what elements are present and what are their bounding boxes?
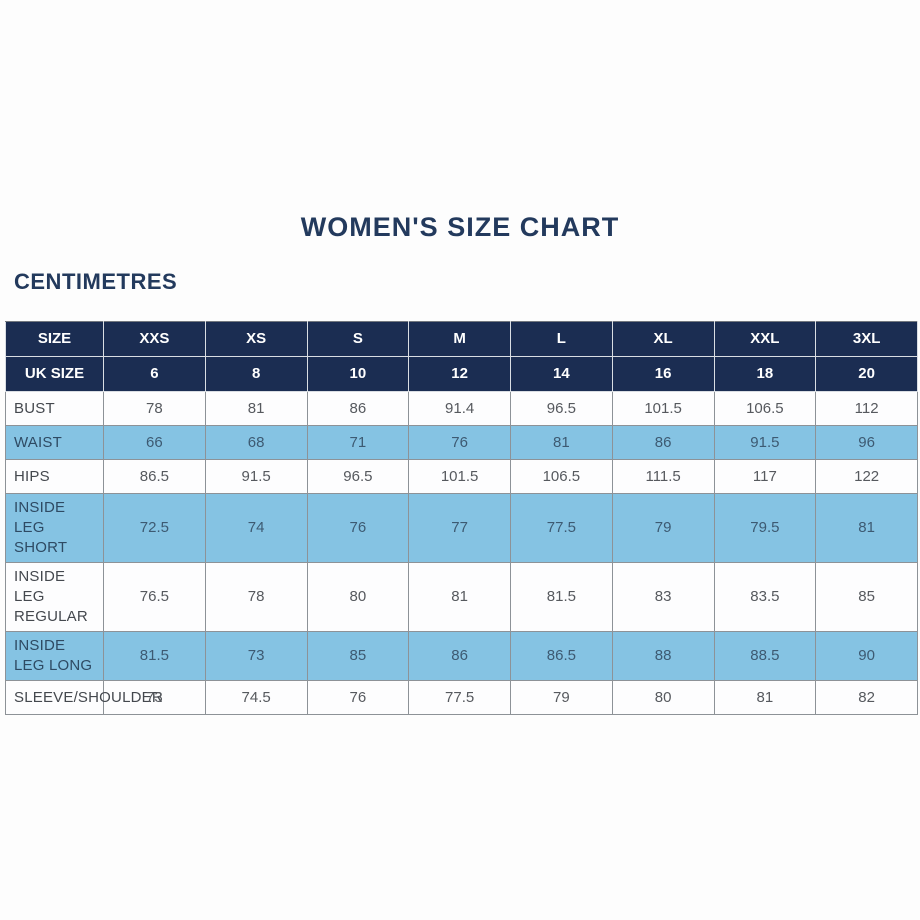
measurement-value-cell: 81 (713, 680, 817, 715)
table-row: WAIST 66 68 71 76 81 86 91.5 96 (5, 425, 918, 460)
header-row: SIZE XXS XS S M L XL XXL 3XL (5, 321, 918, 357)
measurement-value-cell: 106.5 (510, 459, 613, 494)
measurement-value-cell: 73 (103, 680, 206, 715)
measurement-value-cell: 83 (611, 562, 715, 632)
measurement-value-cell: 79.5 (713, 493, 817, 563)
measurement-value-cell: 72.5 (103, 493, 206, 563)
measurement-value-cell: 81 (815, 493, 918, 563)
measurement-value-cell: 81.5 (510, 562, 613, 632)
measurement-value-cell: 86.5 (510, 631, 613, 681)
measurement-value-cell: 88.5 (713, 631, 817, 681)
measurement-value-cell: 122 (815, 459, 918, 494)
measurement-value-cell: 112 (815, 391, 918, 426)
measurement-value-cell: 86 (306, 391, 410, 426)
measurement-value-cell: 81.5 (103, 631, 206, 681)
table-row: HIPS 86.5 91.5 96.5 101.5 106.5 111.5 117 122 (5, 459, 918, 494)
table-row: INSIDE LEG REGULAR 76.5 78 80 81 81.5 83 83.5 85 (5, 562, 918, 632)
measurement-value-cell: 96.5 (510, 391, 613, 426)
header-value-cell: XS (204, 321, 308, 357)
header-value-cell: 14 (510, 356, 613, 392)
measurement-value-cell: 68 (204, 425, 308, 460)
measurement-value-cell: 96 (815, 425, 918, 460)
measurement-value-cell: 74.5 (204, 680, 308, 715)
measurement-value-cell: 79 (611, 493, 715, 563)
measurement-value-cell: 80 (306, 562, 410, 632)
table-row: BUST 78 81 86 91.4 96.5 101.5 106.5 112 (5, 391, 918, 426)
measurement-value-cell: 90 (815, 631, 918, 681)
measurement-value-cell: 91.5 (713, 425, 817, 460)
measurement-label-cell: SLEEVE/SHOULDER (5, 680, 163, 715)
measurement-value-cell: 101.5 (611, 391, 715, 426)
size-chart-table-container: SIZE XXS XS S M L XL XXL 3XL UK SIZE 6 8 10 12 14 16 18 2… (5, 321, 918, 715)
units-label: CENTIMETRES (14, 269, 178, 294)
header-value-cell: 8 (204, 356, 308, 392)
table-body: BUST 78 81 86 91.4 96.5 101.5 106.5 112 WAIST 66 68… (5, 391, 918, 715)
header-value-cell: 18 (713, 356, 817, 392)
header-value-cell: XXL (713, 321, 817, 357)
measurement-label-cell: INSIDE LEG REGULAR (5, 562, 104, 632)
measurement-value-cell: 78 (103, 391, 206, 426)
measurement-value-cell: 77.5 (510, 493, 613, 563)
measurement-value-cell: 76 (306, 680, 410, 715)
header-value-cell: 12 (408, 356, 511, 392)
measurement-value-cell: 76 (306, 493, 410, 563)
header-value-cell: M (408, 321, 511, 357)
measurement-value-cell: 71 (306, 425, 410, 460)
header-value-cell: 20 (815, 356, 918, 392)
measurement-value-cell: 80 (611, 680, 715, 715)
header-value-cell: XL (611, 321, 715, 357)
measurement-label-cell: INSIDE LEG LONG (5, 631, 104, 681)
measurement-value-cell: 77.5 (408, 680, 511, 715)
measurement-value-cell: 76 (408, 425, 511, 460)
header-value-cell: XXS (103, 321, 206, 357)
measurement-value-cell: 77 (408, 493, 511, 563)
header-value-cell: 6 (103, 356, 206, 392)
measurement-value-cell: 85 (306, 631, 410, 681)
measurement-value-cell: 81 (510, 425, 613, 460)
measurement-value-cell: 86 (611, 425, 715, 460)
measurement-label-cell: BUST (5, 391, 104, 426)
measurement-value-cell: 86.5 (103, 459, 206, 494)
header-value-cell: 10 (306, 356, 410, 392)
measurement-value-cell: 81 (408, 562, 511, 632)
measurement-value-cell: 85 (815, 562, 918, 632)
measurement-value-cell: 106.5 (713, 391, 817, 426)
header-label-cell: UK SIZE (5, 356, 104, 392)
measurement-value-cell: 78 (204, 562, 308, 632)
measurement-value-cell: 88 (611, 631, 715, 681)
measurement-label-cell: HIPS (5, 459, 104, 494)
measurement-label-cell: INSIDE LEG SHORT (5, 493, 104, 563)
measurement-value-cell: 101.5 (408, 459, 511, 494)
measurement-value-cell: 74 (204, 493, 308, 563)
header-label-cell: SIZE (5, 321, 104, 357)
table-row: INSIDE LEG LONG 81.5 73 85 86 86.5 88 88.5 90 (5, 631, 918, 681)
measurement-value-cell: 91.4 (408, 391, 511, 426)
header-row: UK SIZE 6 8 10 12 14 16 18 20 (5, 356, 918, 392)
size-chart-table: SIZE XXS XS S M L XL XXL 3XL UK SIZE 6 8 10 12 14 16 18 2… (5, 321, 918, 715)
measurement-value-cell: 79 (510, 680, 613, 715)
header-value-cell: L (510, 321, 613, 357)
table-row: SLEEVE/SHOULDER 73 74.5 76 77.5 79 80 81 82 (5, 680, 918, 715)
measurement-value-cell: 117 (713, 459, 817, 494)
header-value-cell: S (306, 321, 410, 357)
header-value-cell: 16 (611, 356, 715, 392)
measurement-label-cell: WAIST (5, 425, 104, 460)
table-row: INSIDE LEG SHORT 72.5 74 76 77 77.5 79 79.5 81 (5, 493, 918, 563)
header-value-cell: 3XL (815, 321, 918, 357)
measurement-value-cell: 73 (204, 631, 308, 681)
measurement-value-cell: 86 (408, 631, 511, 681)
measurement-value-cell: 81 (204, 391, 308, 426)
measurement-value-cell: 76.5 (103, 562, 206, 632)
measurement-value-cell: 111.5 (611, 459, 715, 494)
measurement-value-cell: 82 (815, 680, 918, 715)
page-title: WOMEN'S SIZE CHART (300, 212, 620, 242)
measurement-value-cell: 91.5 (204, 459, 308, 494)
measurement-value-cell: 96.5 (306, 459, 410, 494)
measurement-value-cell: 83.5 (713, 562, 817, 632)
measurement-value-cell: 66 (103, 425, 206, 460)
table-head: SIZE XXS XS S M L XL XXL 3XL UK SIZE 6 8 10 12 14 16 18 2… (5, 321, 918, 392)
